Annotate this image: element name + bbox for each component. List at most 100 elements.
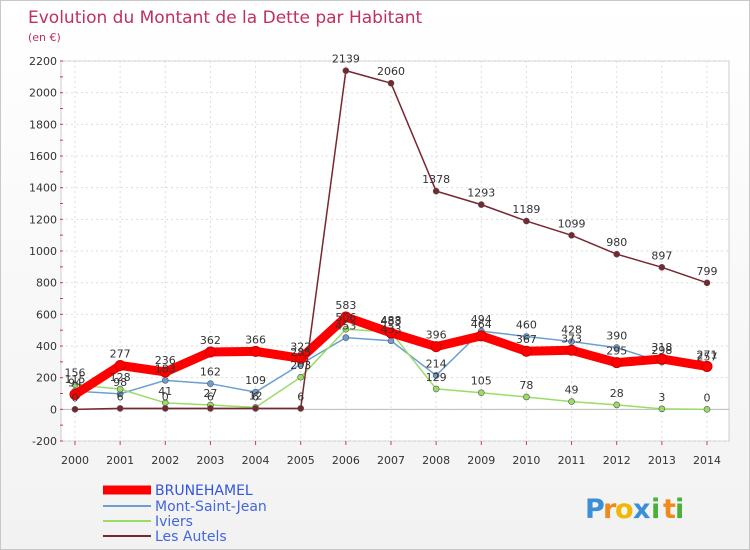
data-label-mont-saint-jean: 162 xyxy=(200,366,221,379)
x-tick-label: 2005 xyxy=(287,454,315,467)
series-layer xyxy=(69,67,713,413)
data-label-iviers: 12 xyxy=(249,389,263,402)
data-point-iviers xyxy=(658,405,666,413)
data-point-brunehamel xyxy=(520,345,532,357)
data-label-mont-saint-jean: 115 xyxy=(65,373,86,386)
data-label-brunehamel: 464 xyxy=(471,318,492,331)
logo-letter: o xyxy=(615,494,634,525)
data-label-brunehamel: 318 xyxy=(651,341,672,354)
proxiti-logo: Pro x i t i xyxy=(585,494,684,525)
data-label-iviers: 506 xyxy=(335,311,356,324)
data-point-brunehamel xyxy=(430,341,442,353)
data-point-les-autels xyxy=(703,279,711,287)
data-label-brunehamel: 362 xyxy=(200,334,221,347)
x-tick-label: 2004 xyxy=(242,454,270,467)
data-point-iviers xyxy=(523,393,530,401)
x-tick-label: 2011 xyxy=(558,454,586,467)
data-label-brunehamel: 271 xyxy=(697,348,718,361)
data-label-mont-saint-jean: 285 xyxy=(290,346,311,359)
data-label-les-autels: 1189 xyxy=(512,203,540,216)
data-label-mont-saint-jean: 109 xyxy=(245,374,266,387)
x-tick-label: 2010 xyxy=(512,454,540,467)
y-tick-label: 1200 xyxy=(29,213,57,226)
x-tick-label: 2012 xyxy=(603,454,631,467)
logo-letter: x xyxy=(633,494,650,525)
data-point-les-autels xyxy=(71,406,79,413)
data-label-brunehamel: 94 xyxy=(68,376,82,389)
data-label-iviers: 41 xyxy=(158,385,172,398)
legend-label-brunehamel: BRUNEHAMEL xyxy=(155,483,253,499)
x-tick-label: 2003 xyxy=(196,454,224,467)
data-label-les-autels: 2060 xyxy=(377,65,405,78)
data-point-les-autels xyxy=(658,264,666,271)
legend-label-les-autels: Les Autels xyxy=(155,529,227,545)
data-point-mont-saint-jean xyxy=(432,372,440,379)
y-tick-label: 800 xyxy=(36,277,57,290)
data-point-mont-saint-jean xyxy=(207,380,214,387)
data-label-brunehamel: 483 xyxy=(381,315,402,328)
data-label-les-autels: 980 xyxy=(606,236,627,249)
y-tick-label: 400 xyxy=(36,340,57,353)
data-label-les-autels: 0 xyxy=(72,391,79,404)
data-label-mont-saint-jean: 460 xyxy=(516,319,537,332)
x-tick-label: 2009 xyxy=(467,454,495,467)
logo-letter: t xyxy=(663,494,676,525)
data-point-brunehamel xyxy=(611,357,623,369)
data-point-les-autels xyxy=(252,405,259,412)
data-point-brunehamel xyxy=(566,344,578,356)
data-label-brunehamel: 236 xyxy=(155,354,176,367)
x-tick-label: 2014 xyxy=(693,454,721,467)
data-point-brunehamel xyxy=(701,360,713,372)
data-point-iviers xyxy=(71,381,79,388)
legend-label-mont-saint-jean: Mont-Saint-Jean xyxy=(155,499,267,515)
chart-title: Evolution du Montant de la Dette par Hab… xyxy=(28,8,423,28)
data-label-les-autels: 6 xyxy=(207,390,214,403)
axis-layer: -200020040060080010001200140016001800200… xyxy=(29,55,721,467)
data-label-iviers: 105 xyxy=(471,375,492,388)
data-label-brunehamel: 277 xyxy=(110,347,131,360)
data-point-mont-saint-jean xyxy=(523,333,530,340)
data-label-brunehamel: 396 xyxy=(426,329,447,342)
data-point-iviers xyxy=(116,385,124,393)
x-tick-label: 2006 xyxy=(332,454,360,467)
x-tick-label: 2008 xyxy=(422,454,450,467)
data-label-brunehamel: 367 xyxy=(516,333,537,346)
data-point-les-autels xyxy=(432,187,440,195)
data-point-iviers xyxy=(297,373,305,381)
data-label-iviers: 128 xyxy=(110,371,131,384)
data-label-les-autels: 799 xyxy=(697,265,718,278)
data-label-brunehamel: 322 xyxy=(290,340,311,353)
x-tick-label: 2013 xyxy=(648,454,676,467)
data-label-mont-saint-jean: 494 xyxy=(471,313,492,326)
data-label-mont-saint-jean: 98 xyxy=(113,376,127,389)
y-tick-label: 1600 xyxy=(29,150,57,163)
legend-label-iviers: Iviers xyxy=(155,514,193,530)
x-tick-label: 2001 xyxy=(106,454,134,467)
y-tick-label: 0 xyxy=(50,403,57,416)
data-label-iviers: 3 xyxy=(658,391,665,404)
data-label-mont-saint-jean: 390 xyxy=(606,330,627,343)
data-point-les-autels xyxy=(342,67,350,74)
data-label-iviers: 203 xyxy=(290,359,311,372)
data-label-les-autels: 897 xyxy=(651,249,672,262)
data-point-mont-saint-jean xyxy=(252,388,259,396)
data-point-brunehamel xyxy=(114,359,126,371)
data-label-mont-saint-jean: 183 xyxy=(155,362,176,375)
data-label-les-autels: 2139 xyxy=(332,53,360,66)
data-point-brunehamel xyxy=(159,366,171,378)
grid-layer xyxy=(60,60,730,442)
data-label-mont-saint-jean: 298 xyxy=(651,344,672,357)
data-label-les-autels: 0 xyxy=(162,390,169,403)
y-tick-label: 600 xyxy=(36,308,57,321)
data-point-les-autels xyxy=(116,405,124,412)
data-label-brunehamel: 295 xyxy=(606,345,627,358)
data-label-iviers: 28 xyxy=(610,387,624,400)
data-point-iviers xyxy=(342,325,350,333)
data-point-mont-saint-jean xyxy=(342,334,350,341)
data-point-iviers xyxy=(703,406,711,413)
data-point-les-autels xyxy=(477,201,485,208)
data-point-brunehamel xyxy=(295,352,307,364)
